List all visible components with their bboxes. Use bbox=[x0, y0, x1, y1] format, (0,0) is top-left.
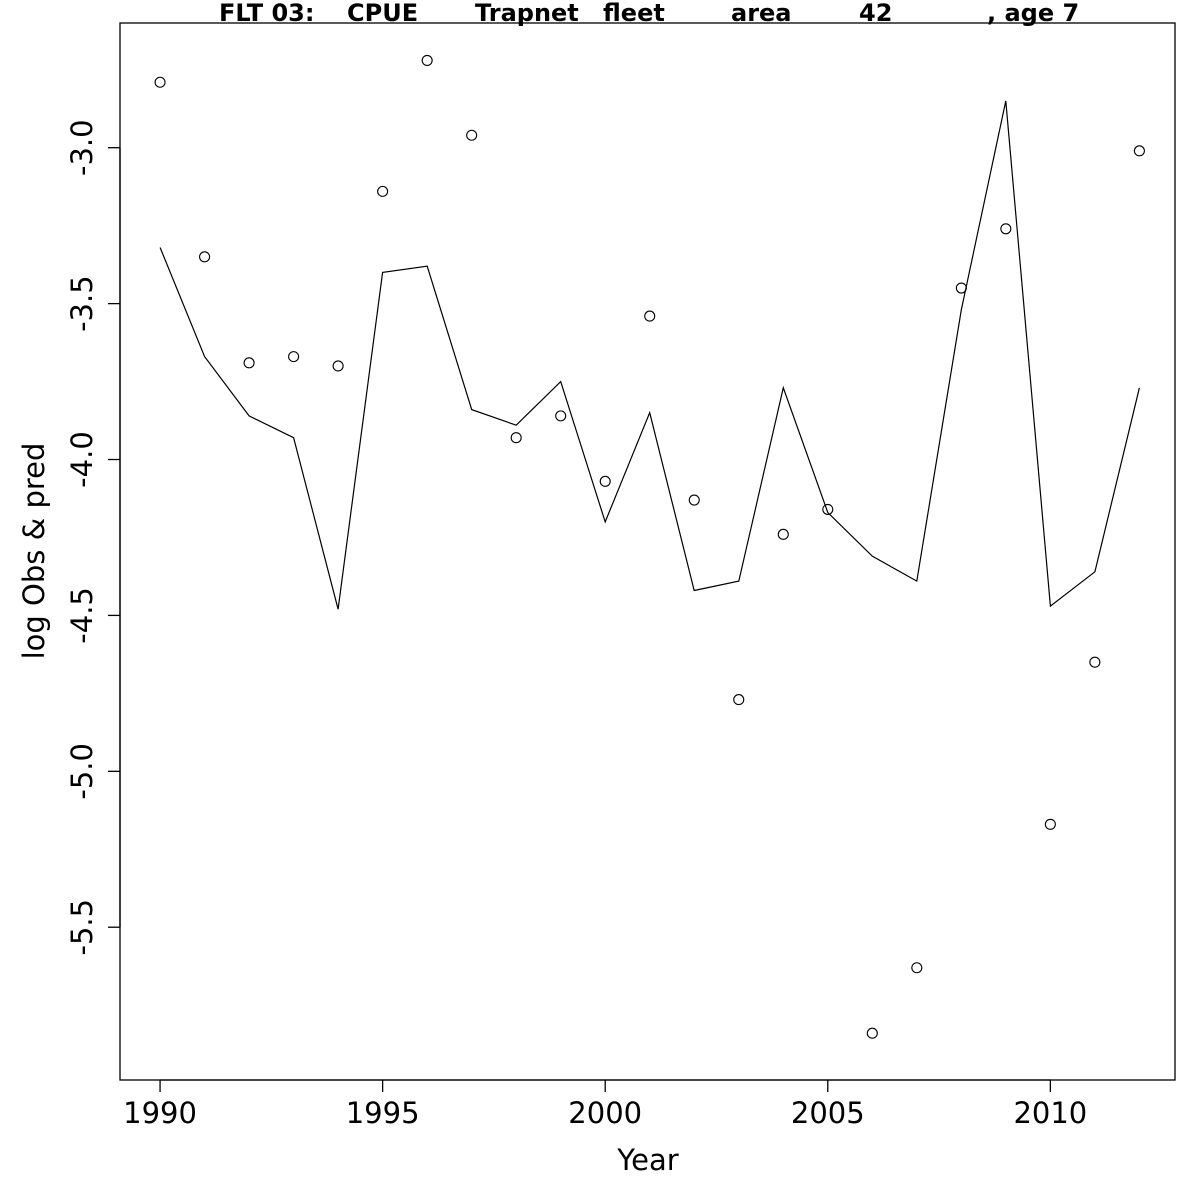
observed-point bbox=[644, 310, 656, 322]
observed-point bbox=[199, 251, 211, 263]
observed-point bbox=[822, 503, 834, 515]
observed-point bbox=[1000, 223, 1012, 235]
y-tick-label: -4.5 bbox=[65, 587, 99, 644]
observed-point bbox=[733, 694, 745, 706]
predicted-line bbox=[159, 100, 1140, 610]
x-tick-label: 2010 bbox=[1013, 1096, 1087, 1130]
x-axis: 1990 1995 2000 2005 2010 bbox=[123, 1079, 1087, 1130]
observed-point bbox=[555, 410, 567, 422]
observed-point bbox=[466, 129, 478, 141]
x-tick-label: 2005 bbox=[791, 1096, 865, 1130]
y-tick-label: -4.0 bbox=[65, 431, 99, 488]
y-axis: -5.5 -5.0 -4.5 -4.0 -3.5 -3.0 bbox=[65, 119, 121, 956]
x-tick-label: 1995 bbox=[346, 1096, 420, 1130]
observed-point bbox=[688, 494, 700, 506]
observed-point bbox=[911, 962, 923, 974]
observed-point bbox=[1044, 818, 1056, 830]
observed-point bbox=[421, 54, 433, 66]
observed-point bbox=[1133, 145, 1145, 157]
x-axis-label: Year bbox=[616, 1143, 678, 1177]
y-axis-label: log Obs & pred bbox=[17, 443, 51, 660]
y-tick-label: -3.5 bbox=[65, 275, 99, 332]
observed-point bbox=[243, 357, 255, 369]
observed-point bbox=[332, 360, 344, 372]
x-tick-label: 1990 bbox=[123, 1096, 197, 1130]
series-group bbox=[154, 54, 1145, 1039]
observed-point bbox=[154, 76, 166, 88]
y-tick-label: -5.5 bbox=[65, 899, 99, 956]
plot-frame bbox=[119, 22, 1176, 1081]
x-tick-label: 2000 bbox=[568, 1096, 642, 1130]
y-tick-label: -3.0 bbox=[65, 119, 99, 176]
observed-point bbox=[1089, 656, 1101, 668]
observed-point bbox=[377, 185, 389, 197]
y-tick-label: -5.0 bbox=[65, 743, 99, 800]
observed-point bbox=[866, 1027, 878, 1039]
observed-point bbox=[777, 528, 789, 540]
observed-point bbox=[599, 475, 611, 487]
observed-point bbox=[510, 432, 522, 444]
observed-point bbox=[288, 351, 300, 363]
